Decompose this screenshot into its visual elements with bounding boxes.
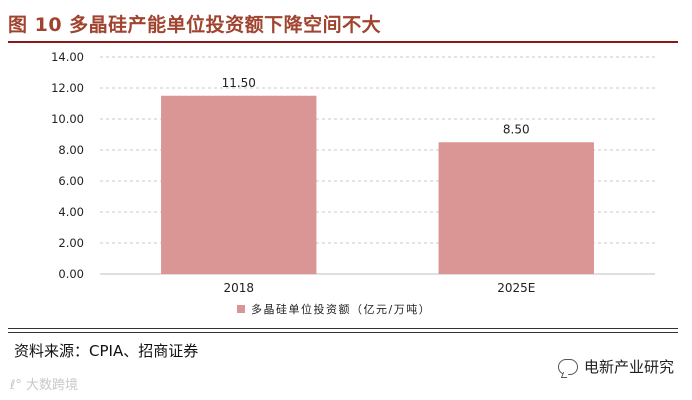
watermark-right: 电新产业研究 [557, 356, 674, 377]
bar-2025e [438, 142, 594, 274]
bars [161, 95, 594, 274]
y-tick-label: 8.00 [58, 143, 84, 157]
y-axis-ticks: 0.00 2.00 4.00 6.00 8.00 10.00 12.00 14.00 [51, 50, 84, 281]
bar-chart: 0.00 2.00 4.00 6.00 8.00 10.00 12.00 14.00 11.5… [51, 50, 655, 316]
data-labels: 11.50 8.50 [222, 76, 530, 137]
watermark-right-text: 电新产业研究 [583, 358, 674, 376]
legend: 多晶硅单位投资额（亿元/万吨） [237, 302, 431, 316]
y-tick-label: 0.00 [58, 267, 84, 281]
x-axis-ticks: 2018 2025E [223, 281, 535, 295]
title-divider [8, 41, 678, 43]
legend-label: 多晶硅单位投资额（亿元/万吨） [251, 302, 431, 316]
bar-2018 [161, 95, 317, 274]
y-tick-label: 6.00 [58, 174, 84, 188]
x-tick-label: 2025E [497, 281, 535, 295]
wechat-icon [557, 358, 578, 375]
watermark-left-text: 大数跨境 [26, 378, 79, 393]
y-tick-label: 4.00 [58, 205, 84, 219]
figure-title: 图 10 多晶硅产能单位投资额下降空间不大 [8, 14, 382, 36]
data-label: 8.50 [503, 122, 530, 136]
source-note: 资料来源：CPIA、招商证券 [14, 342, 199, 360]
data-label: 11.50 [222, 76, 256, 90]
source-divider [8, 332, 678, 333]
source-divider-top [8, 328, 678, 329]
y-tick-label: 12.00 [51, 81, 84, 95]
watermark-left: ℓ° 大数跨境 [10, 378, 79, 393]
y-tick-label: 2.00 [58, 236, 84, 250]
x-tick-label: 2018 [223, 281, 254, 295]
y-tick-label: 14.00 [51, 50, 84, 64]
y-tick-label: 10.00 [51, 112, 84, 126]
legend-swatch [237, 305, 245, 313]
